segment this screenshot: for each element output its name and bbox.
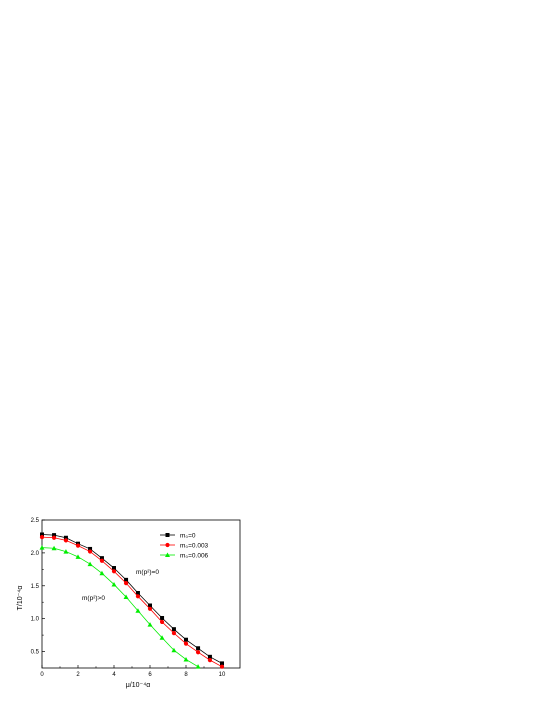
series-layer (39, 532, 225, 669)
x-axis-label: μ/10⁻⁴α (126, 682, 151, 689)
data-point (148, 603, 152, 608)
data-point (63, 535, 68, 540)
series-3 (39, 545, 201, 669)
x-tick-label: 0 (40, 672, 44, 678)
legend-label-series-3: m₀=0.006 (180, 553, 209, 560)
data-point (99, 556, 104, 561)
legend-label-series-1: m₀=0 (180, 533, 196, 540)
data-point (184, 637, 188, 642)
y-axis-label: T/10⁻⁴α (17, 586, 24, 611)
data-point (171, 631, 177, 636)
data-point (75, 543, 81, 548)
legend-marker-series-2 (165, 542, 170, 548)
data-point (51, 545, 57, 551)
data-point (196, 646, 201, 651)
x-tick-label: 2 (76, 672, 80, 678)
y-tick-label: 1.0 (31, 617, 40, 623)
data-point (39, 545, 45, 550)
data-point (52, 533, 57, 538)
data-point (111, 569, 117, 574)
data-point (147, 622, 153, 627)
data-point (160, 616, 165, 621)
data-point (219, 664, 225, 669)
plot-frame (41, 519, 241, 669)
data-point (111, 581, 117, 587)
data-point (99, 558, 105, 563)
data-point (135, 591, 140, 596)
data-point (195, 664, 201, 669)
plot-area (41, 519, 241, 669)
annotation-positive-mass: m(p²)>0 (82, 595, 105, 602)
legend: m₀=0 m₀=0.003 m₀=0.006 (160, 533, 209, 560)
data-point (88, 546, 93, 551)
legend-label-series-2: m₀=0.003 (180, 543, 209, 550)
series-1 (40, 532, 224, 666)
data-point (87, 561, 93, 567)
data-point (99, 570, 105, 576)
series-line (41, 534, 223, 664)
series-2 (39, 535, 225, 669)
data-point (63, 549, 69, 554)
data-point (171, 627, 176, 632)
data-point (123, 581, 129, 586)
data-point (159, 635, 165, 640)
series-line (41, 536, 223, 668)
y-axis: 0.5 1.0 1.5 2.0 2.5 (31, 518, 45, 656)
legend-marker-series-1 (165, 533, 170, 537)
x-tick-label: 4 (112, 672, 116, 678)
data-point (63, 538, 69, 543)
data-point (159, 619, 165, 625)
data-point (112, 566, 116, 571)
data-point (124, 577, 129, 582)
data-point (135, 608, 141, 613)
data-point (39, 535, 45, 540)
y-tick-label: 1.5 (31, 584, 40, 590)
x-tick-label: 6 (148, 672, 152, 678)
data-point (183, 656, 189, 662)
data-point (135, 594, 141, 599)
data-point (171, 647, 177, 653)
data-point (195, 650, 201, 655)
annotation-zero-mass: m(p²)=0 (136, 569, 159, 576)
x-tick-label: 8 (184, 672, 188, 678)
data-point (40, 532, 44, 537)
data-point (207, 658, 213, 663)
data-point (207, 654, 212, 659)
series-line (41, 547, 199, 668)
data-point (51, 535, 57, 540)
legend-marker-series-3 (165, 552, 170, 557)
data-point (147, 606, 153, 611)
data-point (75, 554, 81, 559)
x-tick-label: 10 (219, 672, 226, 678)
y-tick-label: 0.5 (31, 650, 40, 656)
data-point (220, 661, 224, 666)
data-point (123, 594, 129, 599)
data-point (183, 641, 189, 646)
data-point (87, 549, 93, 554)
y-tick-label: 2.5 (31, 518, 40, 524)
y-tick-label: 2.0 (31, 551, 40, 557)
